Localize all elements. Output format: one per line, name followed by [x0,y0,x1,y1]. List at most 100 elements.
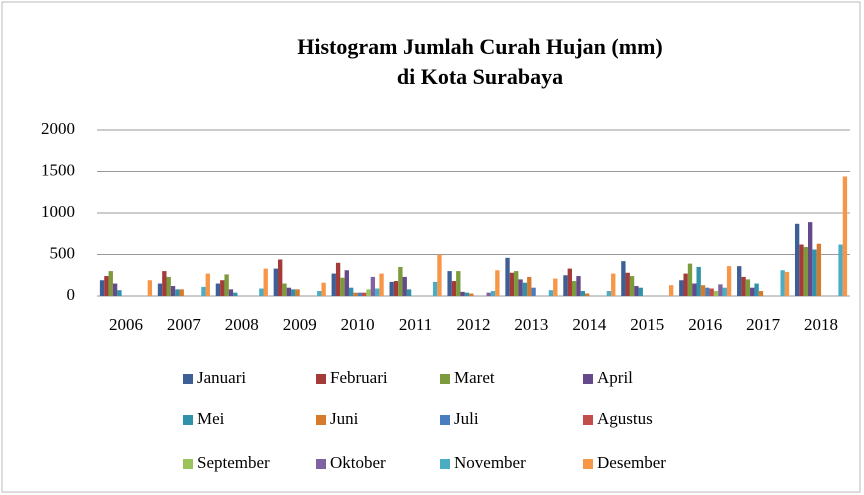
x-tick-label: 2011 [399,315,432,334]
bar [361,292,367,296]
bar [531,287,536,296]
bar [175,289,180,296]
bar [754,283,759,296]
bar [563,275,568,296]
bar [447,271,452,296]
bar [548,290,554,296]
legend-label: Oktober [330,453,386,472]
bar [745,279,751,296]
bar [518,279,523,296]
bar [398,266,403,296]
bar [224,274,229,296]
bar [838,244,843,296]
legend-label: Januari [197,368,246,387]
bar [553,278,558,296]
bar [509,272,515,296]
bar [108,271,113,296]
bar [370,276,376,296]
legend-label: Mei [197,409,225,428]
legend-swatch [316,415,326,425]
y-tick-label: 1500 [41,160,75,179]
bar [625,272,630,296]
bar [700,285,706,296]
legend-label: Februari [330,368,388,387]
bar [451,281,457,296]
bar [842,176,848,296]
legend-label: Juni [330,409,359,428]
bar [741,276,746,296]
bar [348,287,354,296]
legend-swatch [583,459,593,469]
bar [808,222,813,296]
legend-swatch [183,415,193,425]
bar [469,293,474,296]
legend-label: November [454,453,526,472]
legend-label: September [197,453,270,472]
bar [331,273,336,296]
bar [692,283,697,296]
bar [713,291,719,296]
legend-swatch [440,374,450,384]
bar [687,263,693,296]
bar [629,276,635,296]
bar [638,287,643,296]
legend-swatch [316,459,326,469]
bar [758,291,764,296]
bar [460,291,465,296]
bar [794,223,800,296]
x-tick-label: 2018 [804,315,838,334]
bar [816,243,822,296]
bar [606,291,612,296]
bar [634,286,639,296]
bar [375,288,380,296]
bar [393,281,399,296]
bar [490,291,496,296]
bar [571,281,577,296]
bar [205,273,210,296]
bar [259,288,264,296]
x-tick-label: 2010 [341,315,375,334]
bar [317,291,322,296]
bar [104,276,109,296]
x-tick-label: 2012 [457,315,491,334]
bar [366,289,371,296]
x-tick-label: 2014 [572,315,607,334]
bar [432,281,438,296]
bar [464,292,470,296]
bar [709,288,714,296]
x-tick-label: 2015 [630,315,664,334]
x-tick-label: 2008 [225,315,259,334]
bar [668,285,674,296]
bar [737,266,742,296]
bar [278,259,283,296]
bar [780,270,785,296]
bar [201,286,206,296]
legend-swatch [440,459,450,469]
x-tick-label: 2007 [167,315,202,334]
legend-swatch [183,374,193,384]
bar [679,280,684,296]
y-tick-label: 2000 [41,119,75,138]
bar [495,270,500,296]
bar [179,289,184,296]
bar [220,280,225,296]
x-tick-label: 2013 [514,315,548,334]
chart-title: di Kota Surabaya [397,64,563,89]
bar [166,276,171,296]
bar [750,287,755,296]
bar [147,280,153,296]
bar [157,283,163,296]
bar [580,291,586,296]
bar [406,289,412,296]
legend-swatch [583,374,593,384]
y-tick-label: 500 [50,243,76,262]
legend-swatch [440,415,450,425]
bar [344,270,349,296]
bar [353,292,358,296]
bar [718,284,723,296]
bar [291,289,296,296]
legend-swatch [183,459,193,469]
bar [321,282,326,296]
bar [162,271,167,296]
